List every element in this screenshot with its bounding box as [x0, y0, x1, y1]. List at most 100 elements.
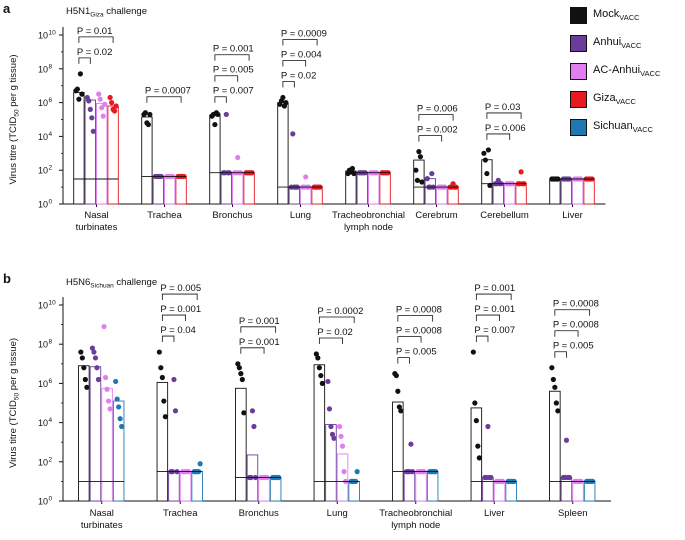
- y-tick-exp-b-4: 4: [49, 417, 53, 424]
- point-ac-anhui-nasal-turbinates-b-0: [101, 323, 107, 330]
- p-bracket-a-cerebrum-3-label: P = 0.006: [417, 104, 458, 115]
- y-tick-label-b-2: 10: [38, 457, 48, 467]
- p-bracket-a-bronchus-2-label: P = 0.005: [213, 65, 254, 76]
- point-mock-trachea-a-1: [142, 110, 148, 116]
- point-anhui-nasal-turbinates-b-0: [89, 345, 96, 351]
- point-mock-tracheobronchial-lymph-node-b-4: [398, 408, 404, 414]
- point-mock-bronchus-b-4: [241, 410, 247, 416]
- y-axis-label-b: Virus titre (TCID50 per g tissue): [8, 338, 21, 468]
- legend-label-ac-anhui: AC-Anhui: [593, 64, 641, 77]
- point-mock-lung-a-4: [283, 100, 289, 106]
- p-bracket-a-lung-2-label: P = 0.004: [281, 50, 322, 61]
- p-bracket-a-nasal-turbinates-3-label: P = 0.01: [77, 26, 112, 37]
- p-bracket-a-trachea-3-label: P = 0.0007: [145, 86, 191, 97]
- point-mock-lung-b-0: [313, 351, 319, 357]
- point-mock-trachea-b-3: [161, 398, 167, 404]
- point-giza-nasal-turbinates-a-3: [112, 108, 118, 114]
- p-bracket-b-bronchus-2: [240, 347, 265, 354]
- x-tick-label-bronchus-a-0: Bronchus: [212, 210, 252, 221]
- bar-anhui-cerebellum-a: [492, 183, 504, 205]
- p-bracket-b-spleen-2: [554, 330, 579, 337]
- p-bracket-a-lung-1: [282, 81, 295, 88]
- point-anhui-nasal-turbinates-a-1: [86, 98, 92, 104]
- legend-label-mock: Mock: [593, 8, 620, 21]
- bar-sichuan-tracheobronchial-lymph-node-b: [426, 471, 439, 502]
- bar-ac-anhui-spleen-b: [572, 480, 584, 502]
- point-anhui-nasal-turbinates-a-2: [87, 106, 93, 112]
- point-mock-spleen-b-1: [550, 376, 556, 383]
- legend-label-sichuan: Sichuan: [593, 120, 633, 133]
- point-anhui-cerebrum-a-0: [424, 176, 430, 182]
- point-mock-lung-b-4: [319, 380, 325, 386]
- bar-ac-anhui-nasal-turbinates-b: [101, 387, 113, 502]
- y-tick-label-b-0: 10: [38, 497, 48, 507]
- y-tick-exp-a-2: 2: [49, 165, 53, 172]
- legend-swatch-anhui: [570, 35, 587, 52]
- point-mock-bronchus-a-2: [212, 121, 218, 128]
- point-mock-tracheobronchial-lymph-node-a-3: [349, 165, 355, 172]
- bar-sichuan-bronchus-b: [269, 477, 282, 502]
- bar-ac-anhui-lung-a: [300, 186, 312, 205]
- point-mock-cerebellum-a-3: [485, 147, 491, 153]
- point-mock-lung-b-2: [316, 365, 322, 371]
- panel-letter-b: b: [3, 271, 11, 286]
- point-mock-spleen-b-4: [555, 408, 561, 414]
- bar-anhui-trachea-a: [152, 176, 164, 205]
- p-bracket-b-lung-2-label: P = 0.02: [317, 327, 352, 338]
- p-bracket-b-spleen-1: [554, 351, 567, 358]
- legend-sub-mock: VACC: [619, 13, 640, 23]
- x-tick-label-liver-a-0: Liver: [562, 210, 583, 221]
- bar-ac-anhui-bronchus-b: [258, 477, 270, 502]
- x-tick-label-tracheobronchial-lymph-node-a-1: lymph node: [344, 222, 393, 233]
- bar-giza-cerebrum-a: [447, 186, 459, 205]
- legend-sub-ac-anhui: VACC: [640, 69, 661, 79]
- y-tick-label-a-10: 10: [38, 31, 48, 41]
- point-mock-bronchus-a-4: [215, 111, 221, 118]
- point-mock-cerebellum-a-1: [482, 157, 488, 163]
- legend-item-mock: MockVACC: [570, 4, 682, 27]
- p-bracket-b-liver-2-label: P = 0.001: [474, 304, 515, 315]
- x-tick-label-tracheobronchial-lymph-node-b-0: Tracheobronchial: [379, 508, 452, 519]
- y-tick-label-a-0: 10: [38, 200, 48, 210]
- point-ac-anhui-bronchus-a-2: [235, 154, 241, 161]
- p-bracket-a-lung-3: [282, 39, 318, 46]
- x-tick-label-cerebellum-a-0: Cerebellum: [480, 210, 529, 221]
- point-mock-lung-b-1: [315, 355, 321, 361]
- legend: MockVACC AnhuiVACC AC-AnhuiVACC GizaVACC…: [570, 4, 682, 144]
- p-bracket-b-spleen-3: [554, 309, 591, 316]
- p-bracket-b-bronchus-3-label: P = 0.001: [239, 316, 280, 327]
- bar-sichuan-lung-b: [348, 480, 360, 502]
- point-mock-lung-a-2: [280, 94, 286, 101]
- p-bracket-a-bronchus-2: [214, 75, 239, 82]
- p-bracket-b-lung-2: [318, 337, 343, 344]
- x-tick-label-trachea-b-0: Trachea: [163, 508, 198, 519]
- bar-sichuan-nasal-turbinates-b: [112, 400, 125, 502]
- point-mock-tracheobronchial-lymph-node-a-4: [351, 170, 357, 177]
- bar-mock-liver-b: [470, 407, 483, 502]
- bar-anhui-tracheobronchial-lymph-node-b: [403, 471, 416, 502]
- p-bracket-b-liver-2: [475, 314, 500, 322]
- bar-giza-cerebellum-a: [515, 183, 527, 205]
- point-ac-anhui-nasal-turbinates-b-4: [107, 406, 113, 412]
- point-anhui-spleen-b-4: [566, 474, 573, 481]
- p-bracket-a-cerebrum-3: [418, 114, 454, 121]
- legend-item-ac-anhui: AC-AnhuiVACC: [570, 60, 682, 83]
- y-tick-exp-b-0: 0: [49, 496, 53, 503]
- point-sichuan-nasal-turbinates-b-4: [119, 423, 125, 430]
- p-bracket-b-spleen-1-label: P = 0.005: [553, 341, 594, 352]
- p-bracket-b-tracheobronchial-lymph-node-1-label: P = 0.005: [396, 347, 437, 358]
- p-bracket-a-lung-1-label: P = 0.02: [281, 71, 316, 82]
- point-anhui-lung-a-1: [290, 131, 296, 137]
- point-mock-liver-b-2: [473, 418, 479, 424]
- p-bracket-a-bronchus-1: [214, 96, 227, 103]
- y-tick-label-a-2: 10: [38, 166, 48, 176]
- bar-anhui-bronchus-a: [220, 172, 232, 205]
- bar-giza-tracheobronchial-lymph-node-a: [379, 172, 391, 205]
- x-tick-label-trachea-a-0: Trachea: [147, 210, 182, 221]
- point-mock-spleen-b-3: [553, 400, 559, 406]
- x-tick-label-cerebrum-a-0: Cerebrum: [415, 210, 457, 221]
- x-tick-label-tracheobronchial-lymph-node-a-0: Tracheobronchial: [332, 210, 405, 221]
- point-mock-liver-b-3: [475, 443, 481, 449]
- p-bracket-b-trachea-2-label: P = 0.001: [160, 304, 201, 315]
